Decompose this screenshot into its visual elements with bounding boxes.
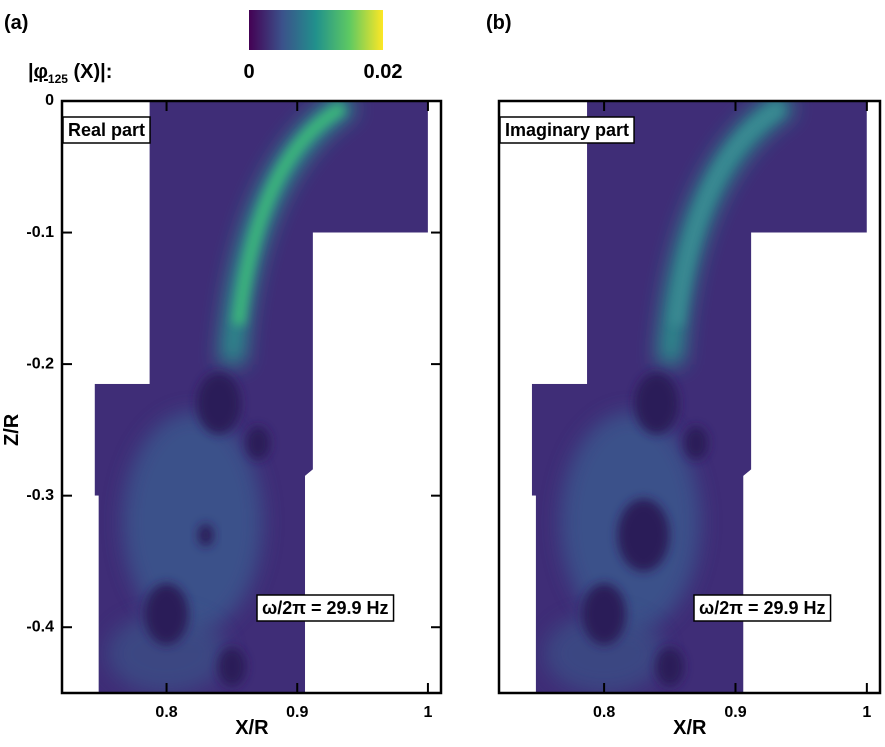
x-axis-label: X/R [673,717,707,739]
y-tick-label: -0.1 [26,224,54,241]
field-dark [246,426,271,460]
x-tick-label: 1 [862,704,871,721]
x-tick-label: 0.8 [593,704,615,721]
y-tick-label: -0.2 [26,355,54,372]
annotation-box [62,116,151,144]
y-tick-label: -0.3 [26,487,54,504]
field-blob [544,613,665,693]
y-tick-label: -0.4 [26,618,54,635]
field-dark [217,647,246,687]
field-dark [655,647,684,687]
frequency-box [693,594,832,622]
field [531,101,867,693]
frequency-label: ω/2π = 29.9 Hz [699,598,826,618]
x-tick-label: 0.9 [286,704,308,721]
plot-frame [60,99,443,695]
colorbar-label-symbol: |φ [28,61,48,83]
field-dark [144,583,189,645]
annotation: Imaginary part [505,120,629,140]
field-dark [582,583,627,645]
panel-label: (a) [4,12,28,34]
frequency-label: ω/2π = 29.9 Hz [262,598,389,618]
colorbar-label: |φ125 (X)|: [28,61,112,86]
y-axis-label: Z/R [1,413,23,446]
colorbar-tick-label: 0.02 [364,61,403,83]
panel: 0.8 0.9 1 0 -0.1 -0.2 -0.3 -0.4 X/R Z/R (a) Real pa… [1,12,443,739]
colorbar-tick-label: 0 [243,61,254,83]
field-streak [670,102,785,326]
colorbar-label-subscript: 125 [48,72,68,86]
field-dark [684,426,709,460]
x-tick-label: 0.8 [155,704,177,721]
field-dark [196,372,241,435]
panel-label: (b) [486,12,512,34]
y-tick-label: 0 [45,92,54,109]
field-dark [617,498,670,572]
annotation-box [499,116,635,144]
field-blob [106,613,227,693]
x-axis-label: X/R [235,717,269,739]
panel: 0.8 0.9 1 X/R (b) Imaginary part ω/2π = 29.9 H… [486,12,882,739]
plot-frame [497,99,882,695]
x-tick-label: 1 [423,704,432,721]
colorbar [249,10,383,50]
colorbar-label-argument: (X)|: [68,61,112,83]
field-blob [122,411,263,632]
frequency-box [256,594,395,622]
field-streak [232,102,346,326]
annotation: Real part [68,120,145,140]
field-dark [634,372,679,435]
field-dark [197,523,214,547]
x-tick-label: 0.9 [724,704,746,721]
field [94,101,428,693]
